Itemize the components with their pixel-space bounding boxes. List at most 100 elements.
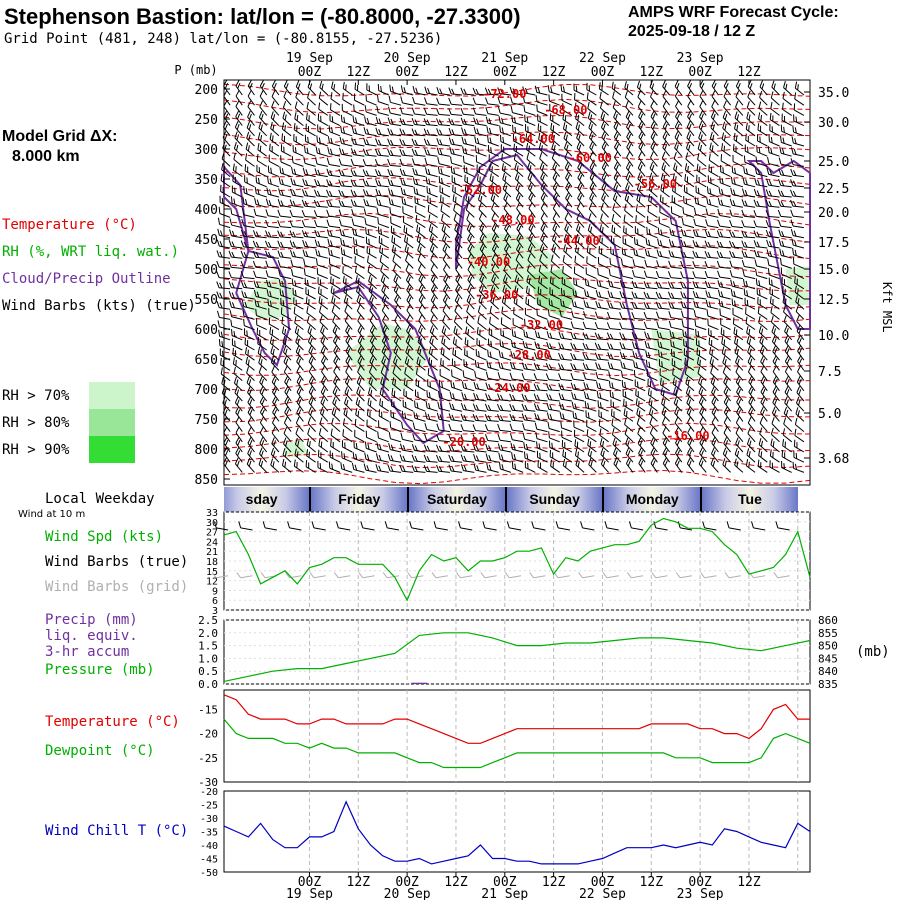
wind-barb-flag [291,166,294,174]
wind-barb-shaft [280,285,292,290]
wind-barb [240,280,255,290]
wind-barb-flag [294,280,297,287]
wind-barb-flag [224,460,228,467]
wind-barb-shaft [292,236,304,239]
wind-barb-flag [232,357,235,365]
wind-barb-shaft [231,213,243,218]
wind-barb-flag [265,198,269,206]
wind-barb [277,198,292,208]
wind-barb-flag [273,399,278,405]
wind-barb-shaft [267,225,279,229]
wind-barb-shaft [270,362,280,371]
wind-barb-flag [301,199,306,207]
wind-barb-flag [221,152,225,159]
wind-barb-shaft [272,422,280,432]
wind-barb-shaft [222,147,231,157]
wind-barb-shaft [292,256,304,259]
wind-barb-flag [253,208,257,216]
wind-barb-flag [261,389,265,395]
wind-barb-flag [278,188,281,195]
wind-barb-flag [285,409,290,416]
wind-barb-shaft [259,106,268,116]
wind-barb-shaft [231,256,243,259]
wind-barb-shaft [268,193,280,198]
wind-barb-flag [257,142,260,150]
wind-barb-shaft [259,443,268,453]
wind-barb [234,131,243,147]
wind-barb-shaft [270,352,280,361]
wind-barb-flag [219,282,223,289]
wind-barb [317,277,329,290]
wind-barb-flag [247,436,252,444]
wind-barb [221,376,231,392]
wind-barb-flag [241,290,245,298]
wind-barb-flag [259,406,265,413]
wind-barb-flag [260,349,262,356]
wind-barb-shaft [219,202,231,208]
wind-barb-flag [310,348,314,355]
wind-barb-shaft [233,363,243,371]
wind-barb [318,102,329,116]
wind-barb [277,240,292,249]
wind-barb-flag [310,399,314,406]
wind-barb-shaft [231,306,243,310]
wind-barb-shaft [316,184,328,188]
wind-barb-shaft [259,117,268,126]
wind-barb [216,301,231,310]
wind-barb [270,111,280,126]
wind-barb-flag [235,79,240,87]
wind-barb-flag [272,396,277,403]
wind-barb-flag [305,112,308,120]
wind-barb-flag [265,209,269,216]
wind-barb-flag [317,180,321,186]
wind-barb-shaft [292,246,304,249]
wind-barb [233,376,243,392]
wind-barb [245,153,255,167]
wind-barb-flag [216,310,220,318]
wind-barb-shaft [282,332,292,341]
wind-barb-shaft [233,169,243,178]
wind-barb-flag [280,241,284,248]
wind-barb [266,279,280,290]
wind-barb [282,335,292,351]
wind-barb [318,91,329,106]
wind-barb [290,249,304,259]
wind-barb-flag [233,330,236,337]
wind-barb [222,131,231,147]
wind-barb-shaft [316,205,328,208]
wind-barb-shaft [317,264,328,269]
wind-barb [306,101,316,116]
wind-barb [244,328,255,341]
wind-barb [229,310,243,320]
wind-barb-flag [293,306,296,314]
wind-barb [257,132,268,147]
wind-barb-flag [266,187,269,195]
wind-barb-flag [308,462,310,469]
wind-barb-flag [223,457,227,464]
wind-barb-flag [231,241,235,248]
wind-barb-flag [282,101,287,108]
wind-barb-flag [307,136,309,143]
wind-barb [277,230,292,239]
wind-barb-flag [289,220,293,227]
wind-barb-flag [284,385,289,393]
wind-barb-flag [256,153,259,161]
wind-barb [283,90,292,106]
wind-barb-flag [284,406,289,413]
wind-barb [270,458,280,473]
wind-barb [221,152,231,167]
wind-barb-flag [284,450,287,457]
wind-barb-flag [259,375,263,383]
wind-barb-flag [307,325,311,333]
wind-barb-flag [281,168,285,175]
wind-barb-flag [223,110,228,117]
wind-barb [267,298,280,310]
wind-barb-flag [228,250,232,258]
wind-barb-flag [256,291,260,298]
weekday-segment: Sunday [504,487,603,512]
wind-barb-shaft [235,106,243,116]
wind-barb [269,143,280,157]
wind-barb-flag [304,200,309,207]
wind-barb-flag [257,346,261,354]
wind-barb-flag [224,123,228,130]
